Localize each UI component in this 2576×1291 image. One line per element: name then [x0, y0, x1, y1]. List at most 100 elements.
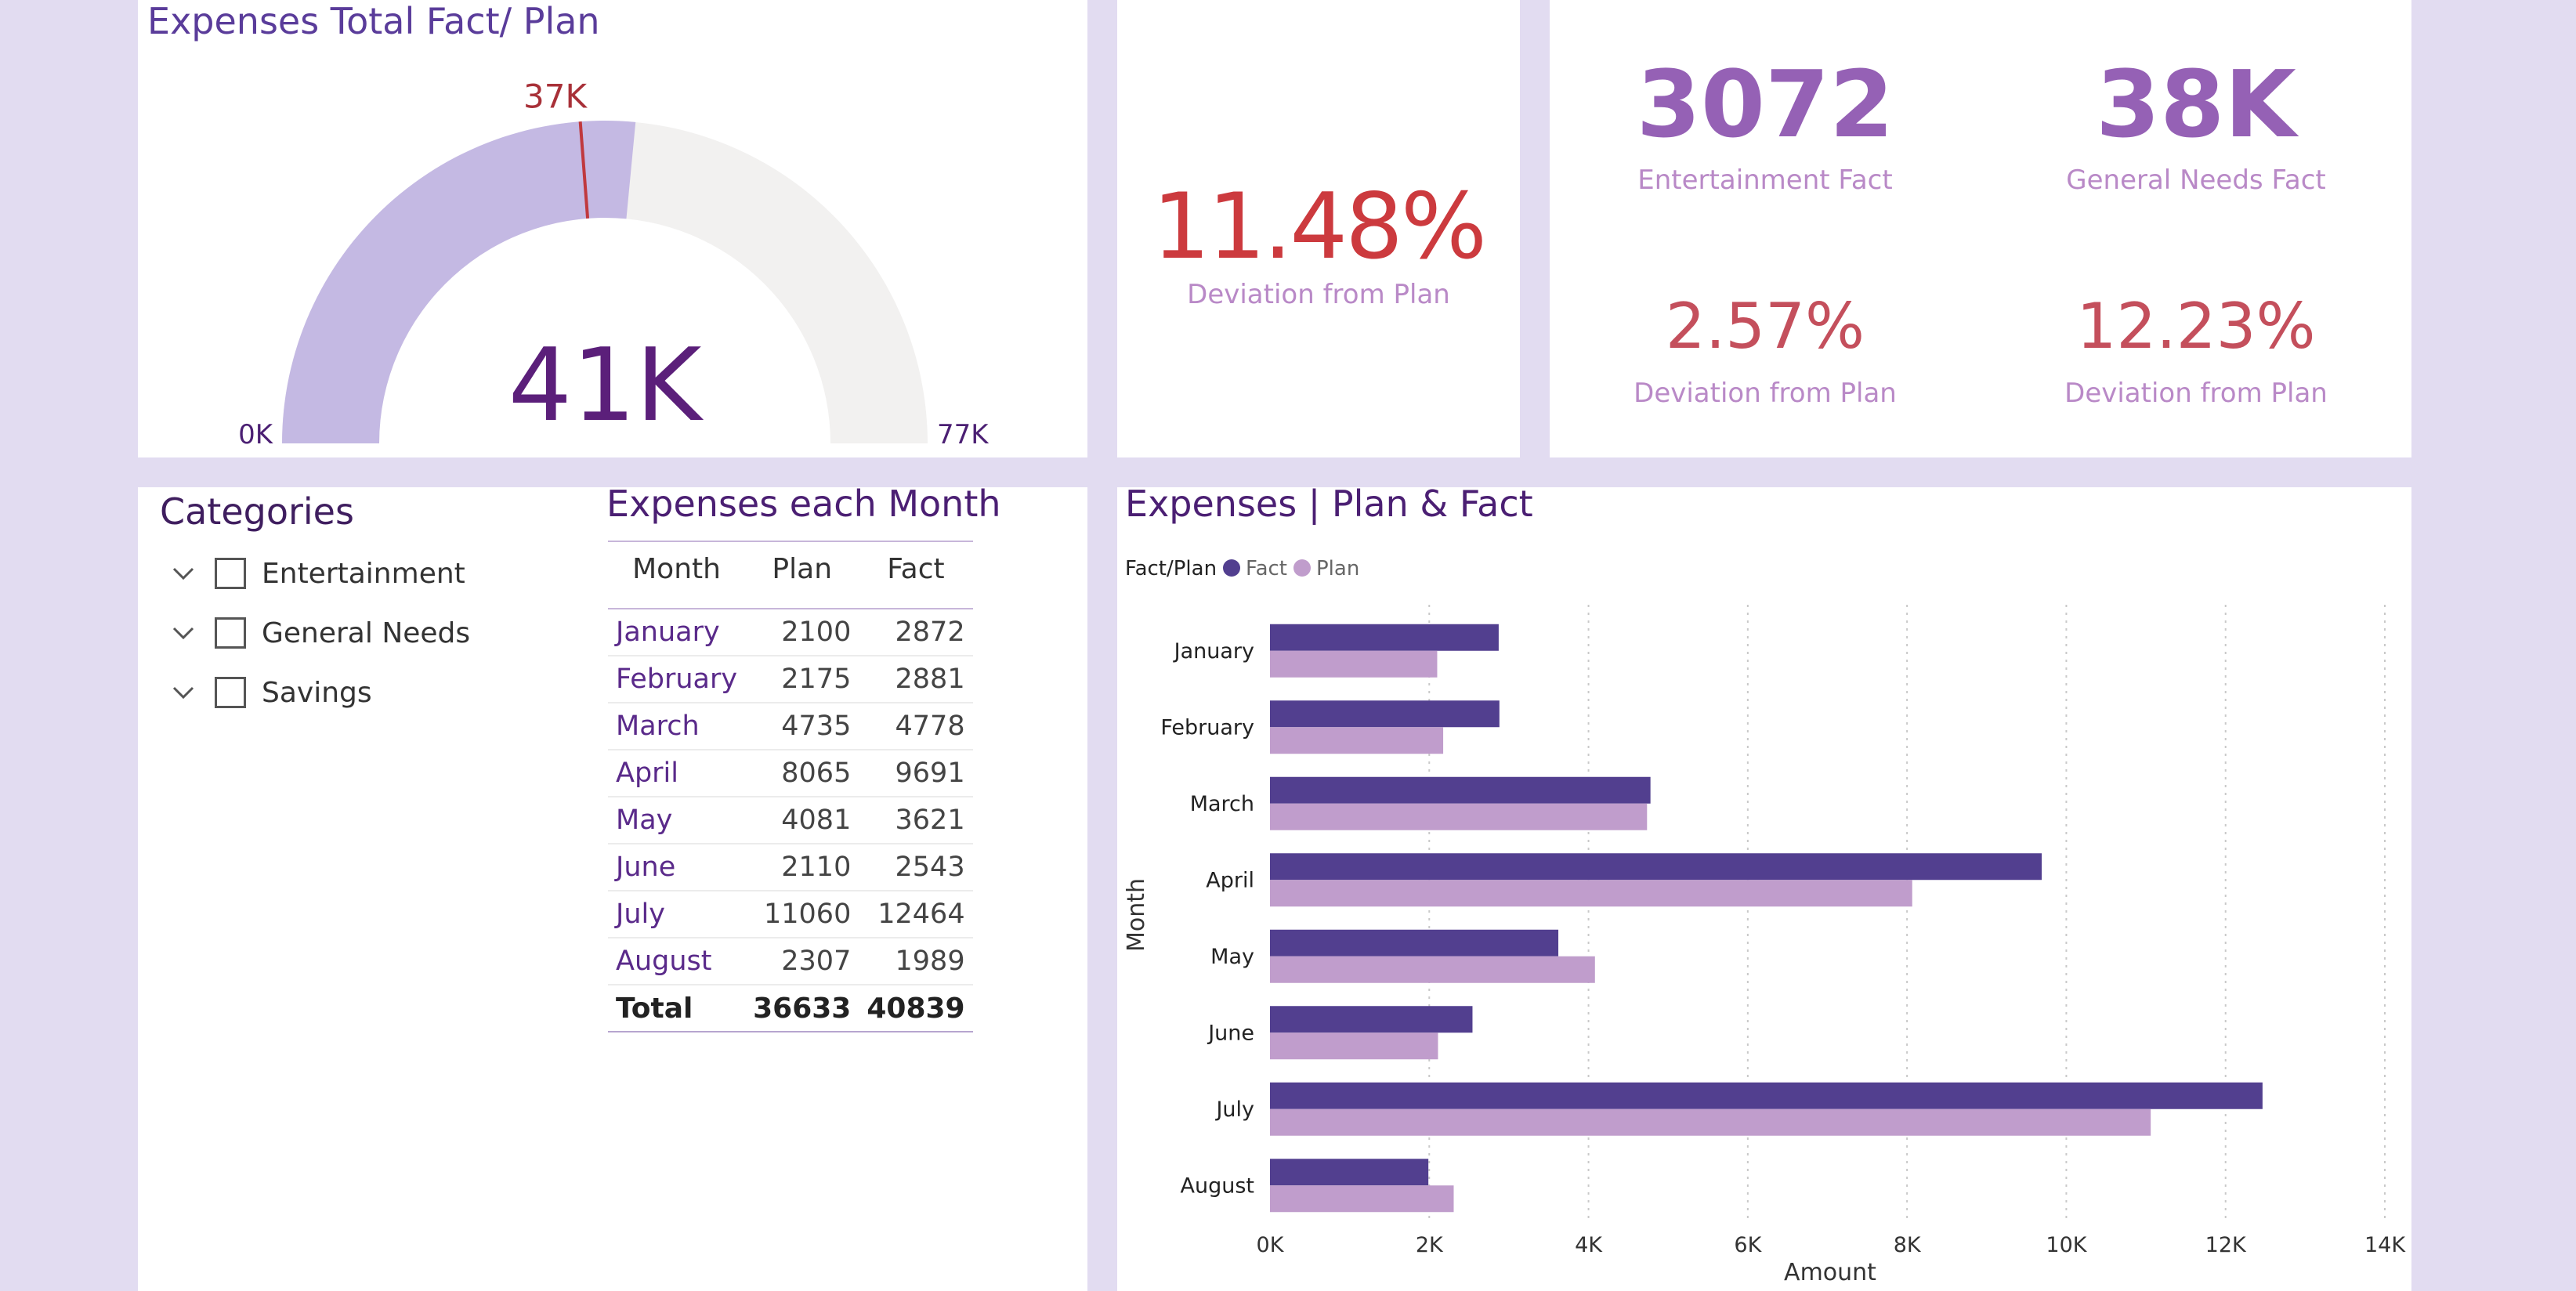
column-header-plan[interactable]: Plan	[745, 541, 859, 596]
cell-month: March	[608, 703, 746, 750]
gauge-chart[interactable]: 37K 41K 0K 77K	[138, 0, 1087, 457]
table-row: June 2110 2543	[608, 844, 973, 891]
gauge-title: Expenses Total Fact/ Plan	[147, 0, 600, 42]
x-tick-label: 12K	[2205, 1233, 2247, 1257]
chevron-down-icon[interactable]	[165, 617, 202, 649]
bar-chart[interactable]: Fact/Plan Fact Plan January February March…	[1117, 487, 2411, 1291]
kpi-value: 12.23%	[2076, 290, 2316, 363]
table-row: March 4735 4778	[608, 703, 973, 750]
legend-plan-label[interactable]: Plan	[1316, 557, 1359, 580]
table-header-row: Month Plan Fact	[608, 541, 973, 596]
kpi-value: 38K	[2096, 50, 2296, 158]
cell-month: April	[608, 750, 746, 797]
y-category-label: February	[1160, 715, 1254, 740]
cell-plan: 2110	[745, 844, 859, 891]
legend-fact-label[interactable]: Fact	[1246, 557, 1287, 580]
deviation-card: 11.48% Deviation from Plan	[1117, 0, 1520, 457]
cell-plan: 2175	[745, 656, 859, 703]
y-category-label: March	[1190, 792, 1254, 816]
bar-plan-march[interactable]	[1270, 803, 1648, 830]
category-label[interactable]: General Needs	[262, 617, 471, 649]
table-row: August 2307 1989	[608, 938, 973, 985]
column-header-fact[interactable]: Fact	[859, 541, 973, 596]
gauge-max-label: 77K	[937, 419, 990, 450]
bar-fact-january[interactable]	[1270, 624, 1499, 651]
x-tick-label: 4K	[1575, 1233, 1603, 1257]
kpi-label: Deviation from Plan	[2064, 378, 2328, 409]
table-spacer	[608, 596, 973, 609]
kpi-value: 3072	[1636, 50, 1894, 158]
y-category-label: June	[1207, 1021, 1254, 1045]
kpi-label: Deviation from Plan	[1634, 378, 1897, 409]
cell-month: June	[608, 844, 746, 891]
kpi-label: Entertainment Fact	[1637, 165, 1893, 196]
table-row: February 2175 2881	[608, 656, 973, 703]
bar-fact-june[interactable]	[1270, 1006, 1473, 1033]
cell-fact: 4778	[859, 703, 973, 750]
category-item-general-needs[interactable]: General Needs	[165, 609, 470, 656]
gauge-value-label: 41K	[508, 327, 704, 444]
bar-fact-march[interactable]	[1270, 776, 1651, 804]
categories-title: Categories	[160, 490, 354, 533]
cell-plan: 2100	[745, 609, 859, 656]
y-category-label: July	[1214, 1098, 1254, 1122]
table-row: April 8065 9691	[608, 750, 973, 797]
bar-fact-april[interactable]	[1270, 853, 2042, 881]
table-row: January 2100 2872	[608, 609, 973, 656]
checkbox-icon[interactable]	[215, 558, 246, 589]
legend-fact-marker	[1223, 559, 1240, 577]
checkbox-icon[interactable]	[215, 677, 246, 708]
x-tick-label: 14K	[2364, 1233, 2406, 1257]
category-label[interactable]: Entertainment	[262, 557, 465, 590]
y-category-label: May	[1210, 945, 1254, 969]
legend-plan-marker	[1293, 559, 1311, 577]
deviation-label: Deviation from Plan	[1187, 279, 1450, 310]
cell-plan: 2307	[745, 938, 859, 985]
column-header-month[interactable]: Month	[608, 541, 746, 596]
cell-month: January	[608, 609, 746, 656]
category-item-entertainment[interactable]: Entertainment	[165, 550, 465, 597]
cell-plan: 4081	[745, 797, 859, 844]
category-label[interactable]: Savings	[262, 676, 372, 709]
bar-plan-august[interactable]	[1270, 1185, 1454, 1213]
cell-fact: 12464	[859, 891, 973, 938]
total-label: Total	[608, 984, 746, 1032]
cell-plan: 4735	[745, 703, 859, 750]
gauge-fill[interactable]	[282, 120, 636, 443]
deviation-value: 11.48%	[1152, 174, 1487, 280]
chevron-down-icon[interactable]	[165, 558, 202, 589]
cell-fact: 2881	[859, 656, 973, 703]
cell-month: July	[608, 891, 746, 938]
cell-fact: 9691	[859, 750, 973, 797]
gauge-min-label: 0K	[238, 419, 274, 450]
cell-month: August	[608, 938, 746, 985]
chevron-down-icon[interactable]	[165, 677, 202, 708]
x-tick-label: 2K	[1416, 1233, 1444, 1257]
y-category-label: April	[1206, 868, 1254, 892]
gauge-panel: Expenses Total Fact/ Plan 37K 41K 0K 77K	[138, 0, 1087, 457]
bar-plan-january[interactable]	[1270, 650, 1438, 678]
total-fact: 40839	[859, 984, 973, 1032]
categories-panel: Categories Entertainment General Needs S…	[138, 487, 1087, 1291]
bar-fact-august[interactable]	[1270, 1159, 1429, 1186]
cell-plan: 11060	[745, 891, 859, 938]
bar-plan-july[interactable]	[1270, 1108, 2151, 1136]
bar-plan-may[interactable]	[1270, 956, 1595, 983]
x-tick-label: 8K	[1894, 1233, 1922, 1257]
bar-fact-may[interactable]	[1270, 929, 1559, 956]
x-tick-label: 6K	[1734, 1233, 1762, 1257]
bar-fact-july[interactable]	[1270, 1082, 2263, 1109]
y-category-label: January	[1173, 639, 1254, 664]
bar-fact-february[interactable]	[1270, 700, 1500, 728]
cell-fact: 3621	[859, 797, 973, 844]
total-plan: 36633	[745, 984, 859, 1032]
x-tick-label: 0K	[1257, 1233, 1285, 1257]
legend-title: Fact/Plan	[1125, 557, 1217, 580]
category-item-savings[interactable]: Savings	[165, 669, 372, 716]
table-row: May 4081 3621	[608, 797, 973, 844]
checkbox-icon[interactable]	[215, 617, 246, 649]
gauge-target-label: 37K	[523, 77, 588, 115]
bar-plan-april[interactable]	[1270, 880, 1912, 907]
bar-plan-june[interactable]	[1270, 1032, 1438, 1060]
bar-plan-february[interactable]	[1270, 727, 1444, 754]
